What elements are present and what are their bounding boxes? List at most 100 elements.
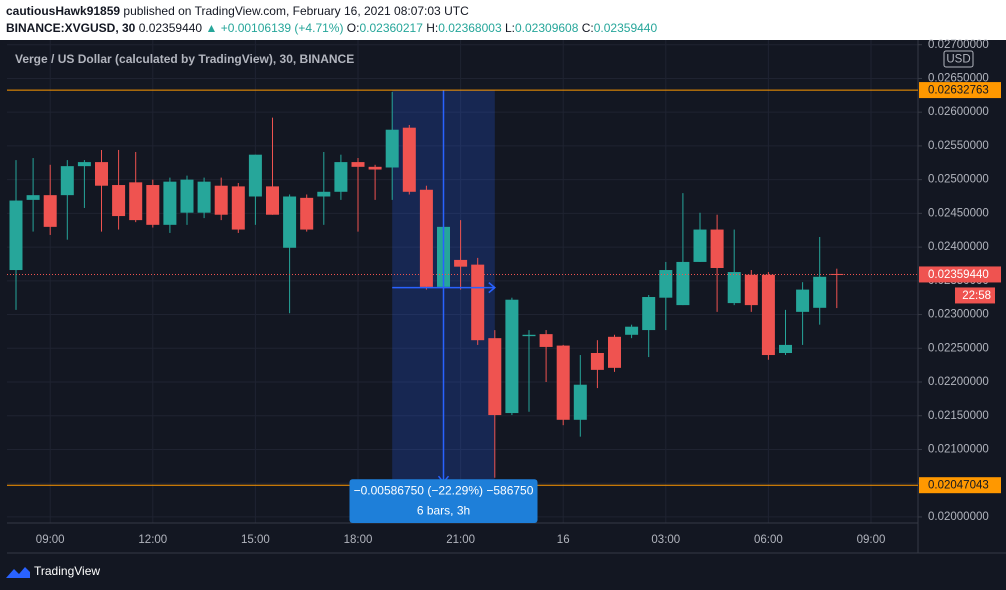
y-tick-label: 0.02650000: [928, 72, 989, 84]
y-tick-label: 0.02700000: [928, 39, 989, 51]
candle-body: [710, 229, 724, 269]
countdown-bg: [955, 287, 995, 304]
candle-body: [180, 179, 194, 213]
candle-body: [197, 181, 211, 213]
candle-body: [505, 299, 519, 414]
candle-body: [385, 129, 399, 168]
y-tick-label: 0.02400000: [928, 241, 989, 253]
price-label: 0.02047043: [928, 480, 989, 492]
candle-body: [231, 186, 245, 230]
candle-body: [693, 229, 707, 262]
candle-body: [95, 162, 108, 186]
candle-body: [112, 185, 126, 217]
logo-icon: [6, 567, 30, 578]
y-tick-label: 0.02100000: [928, 444, 989, 456]
y-tick-label: 0.02500000: [928, 174, 989, 186]
candle-body: [146, 185, 160, 225]
candle-body: [300, 197, 314, 230]
published: published on TradingView.com, February 1…: [123, 4, 469, 18]
price-label: 0.02632763: [928, 85, 989, 97]
candle-body: [351, 162, 365, 167]
measure-change: −0.00586750 (−22.29%) −586750: [354, 483, 534, 497]
x-tick-label: 09:00: [857, 534, 886, 546]
measure-span: 6 bars, 3h: [417, 503, 470, 517]
candle-body: [744, 274, 758, 306]
x-tick-label: 21:00: [446, 534, 475, 546]
header-bg: [0, 0, 1006, 40]
x-tick-label: 15:00: [241, 534, 270, 546]
price-label-bg: [919, 477, 1001, 494]
ohlc-label: O:: [347, 21, 360, 35]
ohlc-label: C:: [582, 21, 594, 35]
candle-body: [9, 200, 23, 271]
y-tick-label: 0.02300000: [928, 309, 989, 321]
candle-body: [608, 336, 621, 368]
candle-body: [43, 195, 57, 227]
candle-body: [317, 191, 331, 197]
countdown: 22:58: [962, 290, 991, 302]
candle-body: [368, 166, 382, 170]
candle-body: [471, 264, 485, 341]
candle-body: [129, 182, 143, 221]
x-tick-label: 06:00: [754, 534, 783, 546]
candle-body: [163, 181, 177, 225]
candle-body: [761, 274, 775, 356]
candle-body: [454, 259, 468, 267]
last-price-bg: [919, 266, 1001, 283]
candle-body: [659, 270, 673, 298]
candle-body: [522, 334, 536, 337]
arrow: ▲: [205, 21, 217, 35]
logo: [6, 567, 30, 578]
candle-body: [813, 276, 827, 308]
x-tick-label: 09:00: [36, 534, 65, 546]
candle-body: [830, 273, 844, 275]
currency: USD: [946, 54, 970, 66]
y-tick-label: 0.02600000: [928, 106, 989, 118]
y-tick-label: 0.02250000: [928, 342, 989, 354]
ohlc-label: H:: [426, 21, 438, 35]
candle-body: [334, 162, 348, 192]
x-tick-label: 16: [557, 534, 570, 546]
last: 0.02359440: [139, 21, 203, 35]
candle-body: [556, 345, 570, 420]
y-tick-label: 0.02200000: [928, 376, 989, 388]
x-tick-label: 12:00: [138, 534, 167, 546]
x-tick-label: 03:00: [651, 534, 680, 546]
candle-body: [402, 127, 416, 192]
candle-body: [248, 154, 262, 197]
ohlc-value: 0.02359440: [594, 21, 658, 35]
candle-body: [676, 261, 690, 306]
brand: TradingView: [34, 564, 100, 578]
change: +0.00106139 (+4.71%): [221, 21, 344, 35]
candle-body: [283, 196, 297, 248]
candle-body: [60, 166, 74, 196]
candle-body: [727, 272, 741, 304]
candle-body: [539, 334, 553, 347]
y-tick-label: 0.02000000: [928, 511, 989, 523]
ohlc-value: 0.02309608: [515, 21, 579, 35]
ohlc-value: 0.02368003: [438, 21, 502, 35]
measure-label-bg: [349, 479, 538, 523]
ohlc-label: L:: [505, 21, 515, 35]
candle-body: [779, 344, 792, 354]
x-tick-label: 18:00: [344, 534, 373, 546]
ohlc-value: 0.02360217: [359, 21, 423, 35]
candle-body: [642, 297, 656, 331]
candle-body: [488, 338, 502, 416]
candle-body: [214, 185, 228, 215]
currency-box: [943, 50, 974, 68]
candle-body: [266, 186, 279, 215]
candle-body: [26, 195, 40, 200]
chart-title: Verge / US Dollar (calculated by Trading…: [15, 52, 354, 66]
candle-body: [590, 353, 604, 370]
y-tick-label: 0.02150000: [928, 410, 989, 422]
symbol-line: BINANCE:XVGUSD, 30 0.02359440 ▲ +0.00106…: [6, 21, 657, 35]
y-tick-label: 0.02550000: [928, 140, 989, 152]
author-line: cautiousHawk91859 published on TradingVi…: [6, 4, 469, 18]
candle-body: [796, 289, 810, 312]
measure-arrow: [488, 282, 496, 294]
candle-body: [77, 162, 91, 167]
last-price-label: 0.02359440: [928, 269, 989, 281]
